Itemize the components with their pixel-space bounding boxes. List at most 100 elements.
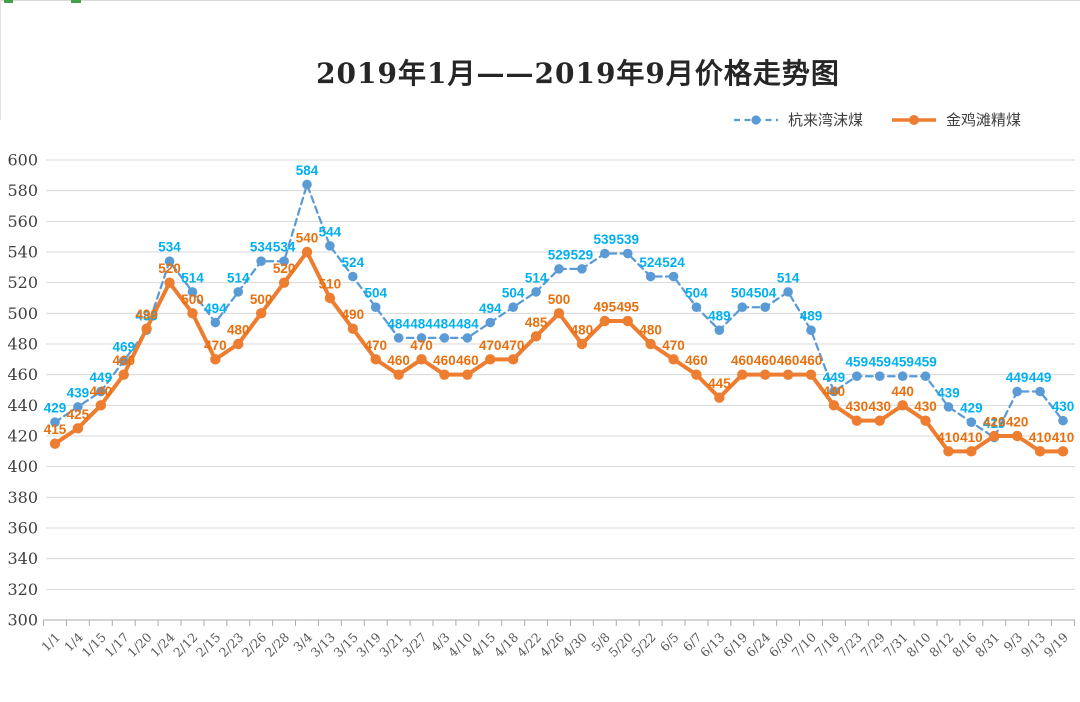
svg-text:600: 600 (7, 151, 38, 170)
svg-text:4/10: 4/10 (445, 629, 475, 659)
svg-text:534: 534 (158, 240, 181, 255)
svg-text:3/15: 3/15 (330, 630, 360, 660)
svg-text:425: 425 (67, 407, 90, 422)
svg-text:1/24: 1/24 (147, 629, 177, 659)
series-hanglaiwan[interactable] (50, 179, 1068, 443)
svg-text:510: 510 (319, 277, 342, 292)
svg-text:4/22: 4/22 (514, 630, 544, 660)
svg-text:470: 470 (502, 338, 525, 353)
svg-text:7/31: 7/31 (880, 630, 910, 660)
svg-text:1/17: 1/17 (101, 629, 131, 659)
svg-text:489: 489 (800, 309, 823, 324)
svg-text:514: 514 (777, 270, 800, 285)
svg-text:7/18: 7/18 (812, 629, 842, 659)
svg-text:445: 445 (708, 376, 731, 391)
gridlines (46, 159, 1075, 621)
svg-text:534: 534 (250, 240, 273, 255)
svg-text:495: 495 (616, 300, 639, 315)
svg-text:2/26: 2/26 (239, 629, 269, 659)
svg-text:484: 484 (387, 316, 410, 331)
svg-text:560: 560 (7, 212, 38, 231)
spreadsheet-top-edge-line (0, 0, 1080, 1)
svg-text:6/30: 6/30 (766, 629, 796, 659)
svg-text:500: 500 (548, 292, 571, 307)
chart-title: 2019年1月——2019年9月价格走势图 (316, 57, 840, 90)
svg-text:439: 439 (67, 385, 90, 400)
svg-text:8/31: 8/31 (972, 630, 1002, 660)
svg-text:430: 430 (914, 399, 937, 414)
svg-text:470: 470 (479, 338, 502, 353)
svg-text:504: 504 (731, 286, 754, 301)
svg-text:400: 400 (7, 457, 38, 476)
svg-text:440: 440 (891, 384, 914, 399)
svg-text:504: 504 (754, 286, 777, 301)
svg-text:500: 500 (181, 292, 204, 307)
svg-text:484: 484 (433, 316, 456, 331)
svg-text:6/5: 6/5 (657, 630, 682, 655)
svg-text:459: 459 (914, 355, 937, 370)
svg-text:1/15: 1/15 (78, 630, 108, 660)
svg-text:520: 520 (158, 261, 181, 276)
spreadsheet-left-edge-line (0, 0, 1, 120)
svg-text:480: 480 (571, 323, 594, 338)
legend-item-hanglaiwan[interactable]: 杭来湾沫煤 (733, 109, 863, 130)
svg-text:460: 460 (685, 353, 708, 368)
svg-text:500: 500 (250, 292, 273, 307)
svg-text:504: 504 (685, 286, 708, 301)
svg-text:449: 449 (1029, 370, 1052, 385)
svg-text:7/23: 7/23 (834, 629, 864, 659)
svg-text:449: 449 (90, 370, 113, 385)
svg-text:529: 529 (548, 247, 571, 262)
svg-text:449: 449 (823, 370, 846, 385)
svg-text:459: 459 (868, 355, 891, 370)
svg-text:489: 489 (708, 309, 731, 324)
legend-marker-solid-dot-icon (892, 114, 937, 125)
svg-text:460: 460 (7, 365, 38, 384)
svg-text:2/12: 2/12 (170, 630, 200, 660)
svg-text:440: 440 (90, 384, 113, 399)
svg-text:460: 460 (456, 353, 479, 368)
svg-text:4/18: 4/18 (491, 629, 521, 659)
svg-text:4/26: 4/26 (537, 629, 567, 659)
svg-text:490: 490 (342, 307, 365, 322)
legend-item-jinjitan[interactable]: 金鸡滩精煤 (891, 109, 1021, 130)
svg-text:470: 470 (410, 338, 433, 353)
chart-legend: 杭来湾沫煤 金鸡滩精煤 (733, 109, 1021, 130)
svg-text:514: 514 (181, 270, 204, 285)
svg-text:410: 410 (937, 430, 960, 445)
svg-text:484: 484 (456, 316, 479, 331)
top-edge-artifact (4, 0, 13, 3)
svg-text:3/13: 3/13 (308, 629, 338, 659)
svg-text:420: 420 (1006, 415, 1029, 430)
svg-text:5/20: 5/20 (605, 629, 635, 659)
svg-text:584: 584 (296, 163, 319, 178)
svg-text:7/10: 7/10 (789, 629, 819, 659)
svg-text:459: 459 (846, 355, 869, 370)
svg-text:415: 415 (44, 422, 67, 437)
svg-text:470: 470 (204, 338, 227, 353)
svg-text:429: 429 (960, 401, 983, 416)
svg-text:460: 460 (731, 353, 754, 368)
svg-text:514: 514 (227, 270, 250, 285)
svg-text:494: 494 (479, 301, 502, 316)
svg-text:460: 460 (800, 353, 823, 368)
x-axis-labels: 1/11/41/151/171/201/242/122/152/232/262/… (38, 629, 1071, 659)
svg-text:410: 410 (960, 430, 983, 445)
svg-text:380: 380 (7, 488, 38, 507)
svg-text:3/21: 3/21 (376, 630, 406, 660)
svg-text:4/15: 4/15 (468, 630, 498, 660)
svg-text:2/28: 2/28 (262, 629, 292, 659)
svg-text:504: 504 (364, 286, 387, 301)
svg-text:430: 430 (846, 399, 869, 414)
svg-text:1/1: 1/1 (38, 630, 63, 655)
svg-text:539: 539 (616, 232, 639, 247)
svg-text:524: 524 (639, 255, 662, 270)
svg-text:504: 504 (502, 286, 525, 301)
top-edge-artifact (71, 0, 81, 3)
svg-text:529: 529 (571, 247, 594, 262)
series-jinjitan[interactable] (49, 246, 1069, 457)
data-labels-jinjitan: 4154254404604905205004704805005205405104… (44, 231, 1075, 445)
svg-text:320: 320 (7, 580, 38, 599)
